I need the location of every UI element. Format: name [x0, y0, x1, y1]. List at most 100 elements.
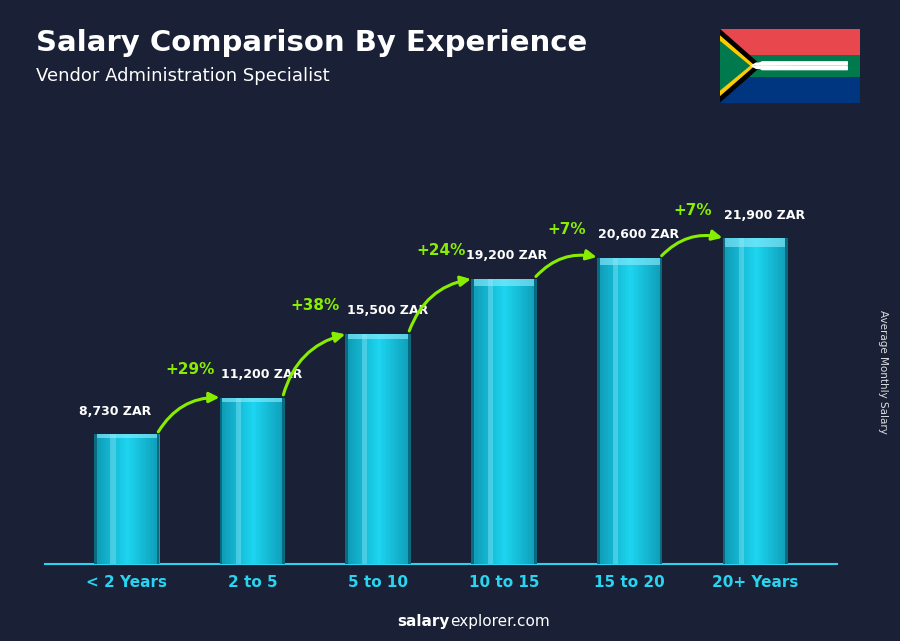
Text: 19,200 ZAR: 19,200 ZAR	[466, 249, 547, 262]
Bar	[277, 397, 279, 564]
Text: Vendor Administration Specialist: Vendor Administration Specialist	[36, 67, 329, 85]
Bar	[380, 333, 382, 564]
Bar	[235, 397, 236, 564]
Bar	[605, 258, 607, 564]
Bar	[656, 258, 658, 564]
Bar	[773, 238, 775, 564]
Bar	[472, 279, 474, 564]
Bar	[117, 434, 119, 564]
Bar	[241, 397, 243, 564]
Bar	[644, 258, 646, 564]
Bar	[148, 434, 149, 564]
Bar	[723, 238, 724, 564]
Bar	[362, 333, 364, 564]
Bar	[508, 279, 510, 564]
Text: 15,500 ZAR: 15,500 ZAR	[346, 304, 428, 317]
Bar	[753, 238, 755, 564]
Bar	[280, 397, 282, 564]
Bar	[612, 258, 614, 564]
Bar	[755, 238, 757, 564]
Bar	[597, 258, 598, 564]
Bar	[474, 279, 476, 564]
Bar	[94, 434, 96, 564]
Bar	[647, 258, 649, 564]
Bar	[383, 333, 385, 564]
Bar	[409, 333, 410, 564]
Bar	[491, 279, 492, 564]
Bar	[765, 238, 767, 564]
Bar	[366, 333, 368, 564]
Bar	[111, 434, 115, 564]
Bar	[384, 333, 386, 564]
Bar	[482, 279, 484, 564]
Bar	[597, 258, 599, 564]
Bar	[499, 279, 500, 564]
Bar	[354, 333, 356, 564]
Bar	[649, 258, 651, 564]
Bar	[628, 258, 630, 564]
Bar	[745, 238, 747, 564]
Bar	[233, 397, 235, 564]
Bar	[131, 434, 133, 564]
Bar	[472, 279, 473, 564]
Bar	[376, 333, 378, 564]
Bar	[254, 397, 256, 564]
Text: explorer.com: explorer.com	[450, 615, 550, 629]
Bar	[257, 397, 259, 564]
Bar	[274, 397, 275, 564]
Bar	[729, 238, 731, 564]
Bar	[394, 333, 396, 564]
Bar	[151, 434, 153, 564]
Bar	[657, 258, 659, 564]
Bar	[221, 397, 223, 564]
Bar	[348, 333, 350, 564]
Bar	[158, 434, 159, 564]
Bar	[480, 279, 482, 564]
Bar	[404, 333, 406, 564]
Bar	[749, 238, 751, 564]
Bar	[610, 258, 612, 564]
Bar	[626, 258, 628, 564]
Text: +24%: +24%	[417, 243, 465, 258]
Bar	[735, 238, 737, 564]
Bar	[252, 397, 254, 564]
Bar	[364, 333, 365, 564]
Bar	[478, 279, 480, 564]
Bar	[506, 279, 508, 564]
Bar	[141, 434, 143, 564]
Bar	[270, 397, 272, 564]
Bar	[346, 333, 348, 564]
Bar	[524, 279, 526, 564]
Bar	[633, 258, 634, 564]
Bar	[660, 258, 662, 564]
Bar	[135, 434, 137, 564]
Bar	[607, 258, 608, 564]
Bar	[518, 279, 520, 564]
Bar	[613, 258, 615, 564]
Bar	[386, 333, 388, 564]
Bar	[396, 333, 398, 564]
Bar	[97, 434, 99, 564]
Bar	[149, 434, 151, 564]
Text: +7%: +7%	[547, 222, 586, 237]
Bar	[246, 397, 248, 564]
Bar	[406, 333, 408, 564]
Bar	[140, 434, 141, 564]
Bar	[348, 333, 409, 339]
Bar	[112, 434, 113, 564]
Bar	[507, 279, 508, 564]
Bar	[652, 258, 654, 564]
Bar	[761, 238, 763, 564]
Bar	[751, 238, 752, 564]
Bar	[122, 434, 123, 564]
Bar	[510, 279, 512, 564]
Bar	[752, 238, 754, 564]
Bar	[262, 397, 264, 564]
Bar	[143, 434, 145, 564]
Bar	[602, 258, 604, 564]
Bar	[727, 238, 729, 564]
Bar	[778, 238, 780, 564]
Bar	[155, 434, 157, 564]
Bar	[228, 397, 230, 564]
Bar	[99, 434, 101, 564]
